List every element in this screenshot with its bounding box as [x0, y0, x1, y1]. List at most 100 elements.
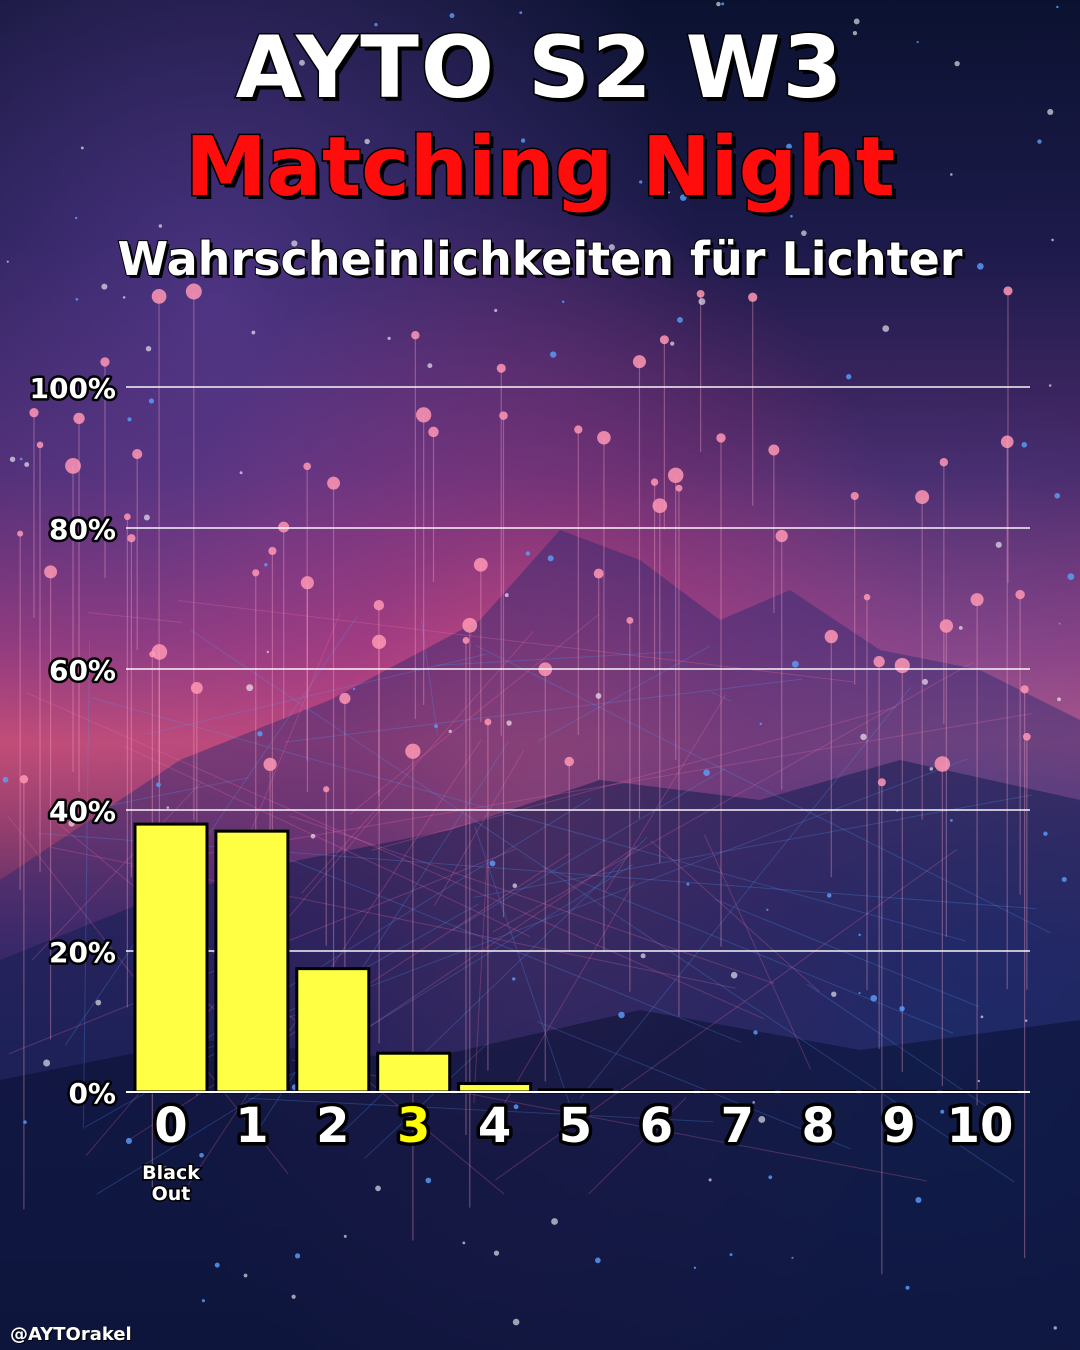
light-dot — [132, 448, 143, 460]
star-dot — [870, 994, 878, 1002]
category-note: Black — [142, 1162, 200, 1184]
star-dot — [790, 214, 793, 218]
star-dot — [43, 1059, 51, 1067]
star-dot — [315, 165, 318, 169]
star-dot — [791, 1256, 794, 1259]
light-dot — [373, 599, 385, 611]
x-tick-label: 6 — [640, 1098, 673, 1154]
wireframe-line — [285, 678, 803, 743]
star-dot — [618, 1011, 625, 1019]
star-dot — [80, 146, 84, 150]
star-dot — [977, 1079, 980, 1083]
wireframe-line — [232, 835, 741, 1043]
star-dot — [68, 820, 75, 827]
x-tick-label: 10 — [947, 1098, 1014, 1154]
light-dot — [1003, 286, 1013, 296]
star-dot — [1056, 5, 1059, 9]
light-dot — [411, 331, 420, 340]
star-dot — [257, 731, 263, 737]
star-dot — [954, 60, 960, 67]
light-dot — [934, 756, 951, 772]
light-dot — [748, 292, 758, 302]
star-dot — [995, 541, 1002, 548]
wireframe-line — [650, 840, 820, 993]
wireframe-line — [538, 645, 711, 742]
light-dot — [372, 634, 387, 649]
star-dot — [860, 733, 867, 741]
star-dot — [801, 230, 807, 236]
chart-subtitle: Matching Night — [184, 119, 897, 217]
wireframe-line — [492, 662, 973, 933]
light-dot — [151, 289, 167, 304]
light-dot — [939, 458, 949, 467]
wireframe-line — [579, 687, 912, 1099]
star-dot — [1024, 1019, 1028, 1023]
light-dot — [877, 778, 886, 787]
light-dot — [73, 412, 85, 425]
light-dot — [863, 593, 871, 601]
light-dot — [124, 513, 131, 521]
star-dot — [489, 860, 496, 867]
star-dot — [494, 308, 498, 313]
chart-description: Wahrscheinlichkeiten für Lichter — [117, 231, 964, 287]
y-tick-label: 0% — [68, 1077, 116, 1110]
wireframe-line — [91, 697, 966, 942]
star-dot — [1048, 384, 1052, 387]
light-dot — [151, 644, 168, 660]
light-dot — [775, 529, 788, 543]
bar — [133, 822, 209, 1094]
light-dot — [17, 530, 24, 537]
light-dot — [970, 593, 984, 607]
light-dot — [650, 478, 659, 486]
mountain-shape — [0, 1010, 1080, 1350]
wireframe-line — [146, 653, 487, 735]
light-dot — [29, 408, 39, 418]
star-dot — [766, 908, 769, 911]
wireframe-line — [82, 641, 91, 1129]
star-dot — [374, 23, 378, 27]
x-tick-label: 5 — [559, 1098, 592, 1154]
star-dot — [1037, 139, 1042, 144]
star-dot — [1057, 697, 1061, 702]
star-dot — [1051, 238, 1054, 242]
x-tick-label: 7 — [721, 1098, 754, 1154]
star-dot — [679, 194, 687, 201]
star-dot — [387, 336, 391, 340]
star-dot — [786, 143, 792, 150]
star-dot — [846, 374, 852, 380]
light-dot — [190, 682, 203, 694]
light-dot — [416, 407, 432, 423]
star-dot — [899, 1005, 905, 1012]
light-dot — [873, 655, 885, 668]
star-dot — [156, 782, 161, 788]
star-dot — [512, 1318, 520, 1326]
wireframe-line — [452, 768, 726, 931]
bar — [214, 829, 290, 1094]
star-dot — [75, 298, 79, 301]
category-note: Out — [152, 1183, 191, 1205]
light-dot — [36, 441, 44, 449]
y-tick-label: 60% — [49, 654, 116, 687]
star-dot — [752, 1101, 755, 1104]
light-dot — [1020, 685, 1029, 694]
star-dot — [595, 1257, 601, 1264]
star-dot — [6, 260, 9, 263]
star-dot — [698, 298, 706, 306]
star-dot — [493, 1250, 500, 1256]
star-dot — [1043, 831, 1048, 836]
star-dot — [24, 462, 30, 467]
star-dot — [462, 1241, 466, 1245]
star-dot — [595, 692, 602, 699]
light-dot — [564, 756, 574, 767]
star-dot — [547, 555, 554, 562]
wireframe-line — [349, 614, 600, 815]
star-dot — [251, 330, 256, 335]
star-dot — [729, 1253, 733, 1257]
chart-title: AYTO S2 W3 — [234, 17, 845, 120]
star-dot — [858, 991, 861, 995]
star-dot — [549, 351, 557, 358]
light-dot — [185, 283, 202, 300]
star-dot — [139, 241, 146, 248]
star-dot — [670, 341, 675, 346]
